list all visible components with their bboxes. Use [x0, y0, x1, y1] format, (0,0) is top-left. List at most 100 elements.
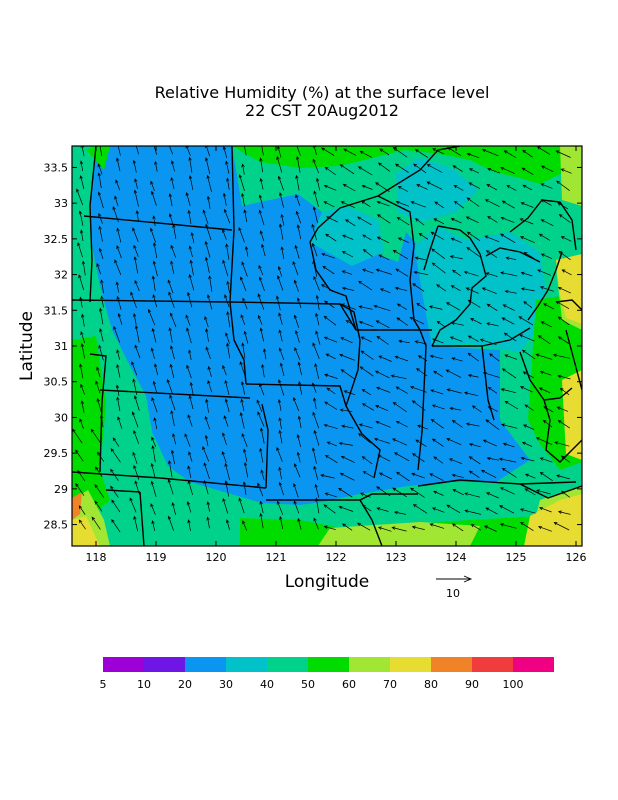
wind-vector: [135, 210, 139, 223]
wind-vector: [554, 441, 570, 447]
wind-vector: [560, 168, 572, 174]
state-border: [245, 383, 347, 407]
wind-vector: [540, 321, 552, 328]
wind-vector: [378, 472, 392, 480]
wind-vector: [338, 487, 353, 498]
wind-vector: [187, 414, 193, 427]
wind-vector: [80, 331, 86, 344]
x-axis-ticks: 118 119 120 121 122 123 124 125 126: [86, 146, 587, 564]
wind-vector: [151, 445, 156, 463]
wind-vector: [114, 259, 122, 276]
wind-vector: [296, 434, 301, 447]
wind-vector: [98, 344, 104, 361]
wind-vector: [538, 233, 551, 241]
wind-vector: [324, 166, 337, 176]
wind-vector: [151, 520, 156, 531]
colorbar-label: 5: [100, 678, 107, 691]
wind-vector: [518, 316, 534, 326]
wind-vector: [277, 265, 283, 277]
x-tick-label: 121: [266, 551, 287, 564]
wind-vector: [556, 180, 570, 191]
wind-vector: [470, 318, 482, 325]
wind-vector: [412, 504, 428, 514]
wind-vector: [221, 450, 227, 464]
wind-vector: [411, 400, 426, 411]
wind-vector: [315, 312, 320, 326]
wind-vector: [258, 209, 265, 226]
wind-vector: [205, 223, 212, 241]
wind-vector: [360, 350, 374, 360]
wind-vector: [501, 368, 517, 379]
wind-vector: [396, 471, 410, 482]
wind-vector: [321, 252, 336, 259]
wind-vector: [238, 226, 245, 243]
wind-vector: [482, 371, 500, 378]
state-border: [417, 479, 577, 487]
x-tick-label: 125: [506, 551, 527, 564]
wind-vector: [523, 251, 534, 259]
state-border: [509, 199, 577, 251]
wind-vector: [132, 451, 138, 464]
wind-vector: [436, 284, 447, 292]
wind-vector: [395, 200, 410, 207]
wind-vector: [202, 446, 210, 462]
wind-vector: [225, 519, 230, 531]
wind-vector: [556, 474, 570, 480]
wind-vector: [94, 484, 105, 498]
wind-vector: [278, 417, 282, 430]
wind-vector: [519, 386, 533, 393]
wind-vector: [501, 467, 517, 478]
wind-vector: [277, 275, 284, 291]
wind-vector: [326, 441, 338, 447]
wind-vector: [223, 208, 231, 224]
wind-vector: [295, 155, 301, 173]
wind-vector: [312, 397, 317, 410]
wind-vector: [94, 500, 103, 512]
wind-vector: [279, 515, 284, 529]
wind-vector: [361, 184, 373, 190]
wind-vector: [360, 200, 371, 208]
wind-vector: [278, 379, 285, 396]
wind-vector: [293, 463, 301, 478]
y-tick-label: 32: [54, 269, 68, 282]
wind-vector: [379, 148, 390, 156]
wind-vector: [362, 471, 374, 478]
wind-vector: [362, 248, 373, 257]
wind-vector: [450, 217, 462, 224]
title-line2: 22 CST 20Aug2012: [245, 101, 399, 120]
wind-vector: [186, 327, 192, 344]
wind-vector: [360, 336, 373, 343]
wind-vector: [410, 201, 426, 208]
wind-vector: [312, 206, 318, 224]
wind-vector: [557, 202, 569, 210]
colorbar-label: 10: [137, 678, 151, 691]
wind-vector: [258, 264, 264, 276]
wind-vector: [451, 357, 463, 362]
wind-vector: [500, 271, 518, 277]
wind-vector: [395, 420, 408, 428]
wind-vector: [324, 300, 335, 309]
wind-vector: [486, 322, 499, 327]
colorbar-label: 20: [178, 678, 192, 691]
humidity-region-lightgreen: [560, 146, 582, 206]
wind-vector: [187, 209, 192, 224]
state-border: [99, 389, 251, 399]
wind-vector: [320, 474, 335, 479]
wind-vector: [258, 276, 265, 292]
wind-vector: [152, 294, 158, 308]
wind-vector: [242, 481, 247, 495]
wind-vector: [521, 441, 533, 447]
wind-vector: [206, 501, 210, 512]
wind-vector: [417, 424, 428, 430]
wind-vector: [501, 317, 515, 325]
wind-vector: [468, 168, 479, 174]
wind-vector: [167, 515, 174, 531]
state-border: [261, 403, 269, 489]
wind-vector: [358, 433, 371, 444]
wind-vector: [134, 480, 140, 495]
wind-vector: [375, 405, 389, 412]
wind-vector: [535, 437, 553, 445]
wind-vector: [430, 389, 444, 395]
wind-vector: [558, 214, 571, 223]
wind-vector: [361, 403, 374, 411]
